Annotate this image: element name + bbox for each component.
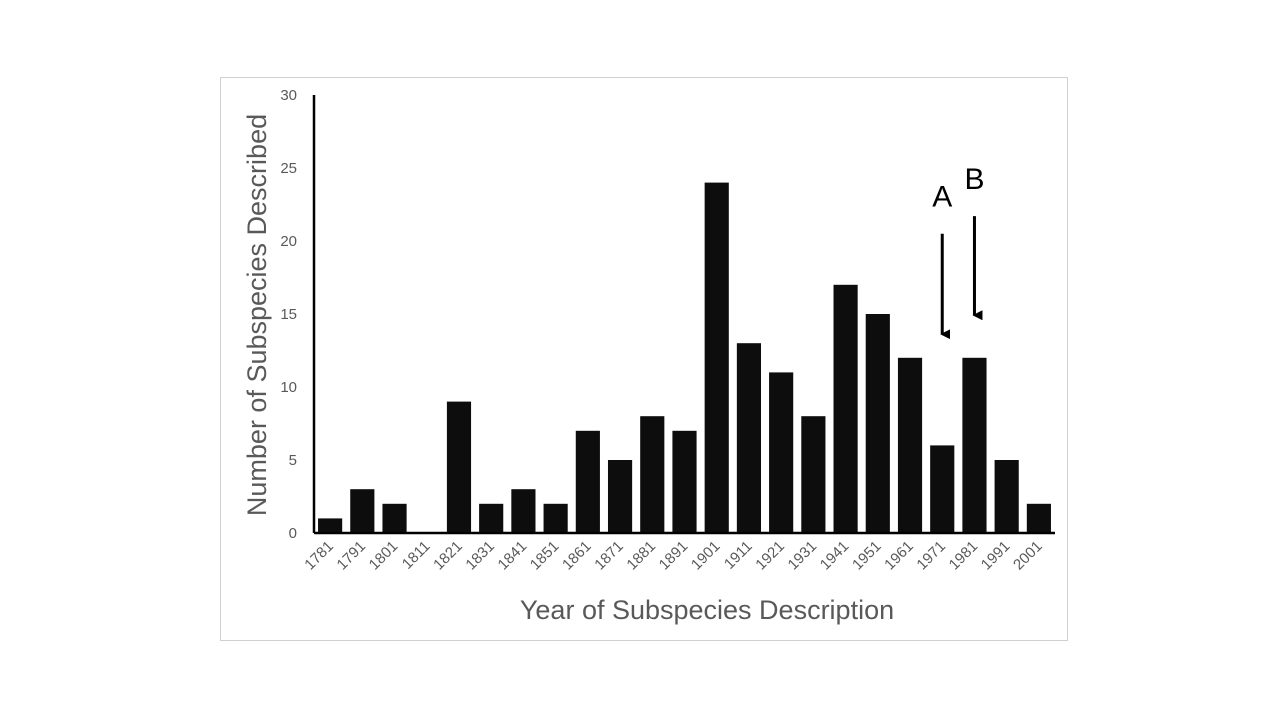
y-tick-label: 30 [280,87,297,104]
bar-1821 [446,401,472,533]
y-tick-label: 25 [280,160,297,177]
bar-1841 [511,489,536,533]
x-tick-label: 1881 [623,538,659,574]
annotations-layer: AB [932,163,984,340]
x-tick-label: 1951 [849,538,885,574]
y-tick-label: 5 [289,452,297,469]
bar-2001 [1026,503,1051,533]
x-tick-label: 1901 [688,538,724,574]
bar-chart: 0 5 10 15 20 25 30 1781179118011811182118311841… [242,87,1055,625]
bar-1851 [543,503,568,533]
x-tick-label: 1891 [656,538,692,574]
x-tick-label: 1911 [721,538,756,573]
x-tick-label: 1941 [817,538,853,574]
x-tick-label: 1801 [366,538,402,574]
x-tick-label: 1981 [946,538,982,574]
bar-1901 [704,182,729,533]
x-tick-label: 1851 [527,538,563,574]
x-tick-label: 1861 [559,538,595,574]
x-tick-label: 1921 [752,538,788,574]
x-tick-label: 1831 [462,538,498,574]
x-tick-label: 1821 [430,538,466,574]
bar-1781 [318,518,343,533]
y-tick-label: 10 [280,379,297,396]
x-tick-label: 1971 [913,538,949,574]
y-tick-label: 20 [280,233,297,250]
bar-1981 [962,357,987,533]
bar-1971 [930,445,955,533]
x-tick-label: 1931 [785,538,821,574]
bar-1791 [350,489,375,533]
x-tick-label: 1811 [399,538,434,573]
annotation-label-B: B [964,163,984,196]
bar-1921 [769,372,794,533]
x-tick-label: 1961 [881,538,917,574]
bar-1911 [736,343,762,533]
bar-1871 [607,460,633,533]
bar-1861 [575,430,600,533]
axes-layer [312,95,1055,535]
bar-1831 [479,503,504,533]
x-axis-title: Year of Subspecies Description [520,595,894,625]
x-tick-label: 2001 [1010,538,1046,574]
x-tick-label: 1781 [301,538,337,574]
bar-1891 [672,430,697,533]
chart-frame: 0 5 10 15 20 25 30 1781 1791 1801 1811 1821 1831 1841… [220,77,1068,641]
bar-1931 [801,416,826,533]
y-tick-label: 0 [289,525,297,542]
bar-1951 [865,314,890,533]
x-tick-label: 1871 [591,538,627,574]
y-tick-label: 15 [280,306,297,323]
x-tick-label: 1841 [495,538,531,574]
bar-1941 [833,284,858,533]
x-tick-label: 1991 [978,538,1014,574]
x-tick-label: 1791 [334,538,370,574]
bar-1801 [382,503,407,533]
bar-1961 [897,357,923,533]
y-axis-title: Number of Subspecies Described [242,114,272,516]
bar-1881 [640,416,665,533]
bar-1991 [994,460,1019,533]
annotation-label-A: A [932,181,952,214]
bars-layer [318,182,1051,533]
